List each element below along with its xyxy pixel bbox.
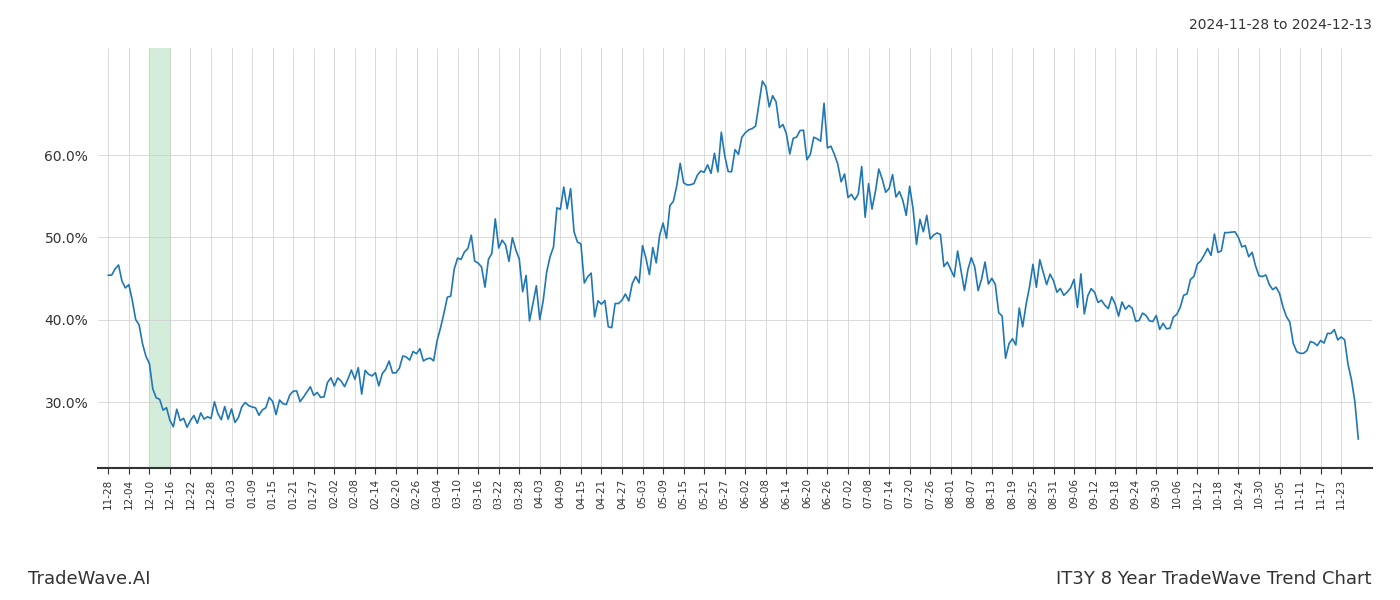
Text: IT3Y 8 Year TradeWave Trend Chart: IT3Y 8 Year TradeWave Trend Chart (1057, 570, 1372, 588)
Bar (150, 48, 169, 468)
Text: 2024-11-28 to 2024-12-13: 2024-11-28 to 2024-12-13 (1189, 18, 1372, 32)
Text: TradeWave.AI: TradeWave.AI (28, 570, 151, 588)
